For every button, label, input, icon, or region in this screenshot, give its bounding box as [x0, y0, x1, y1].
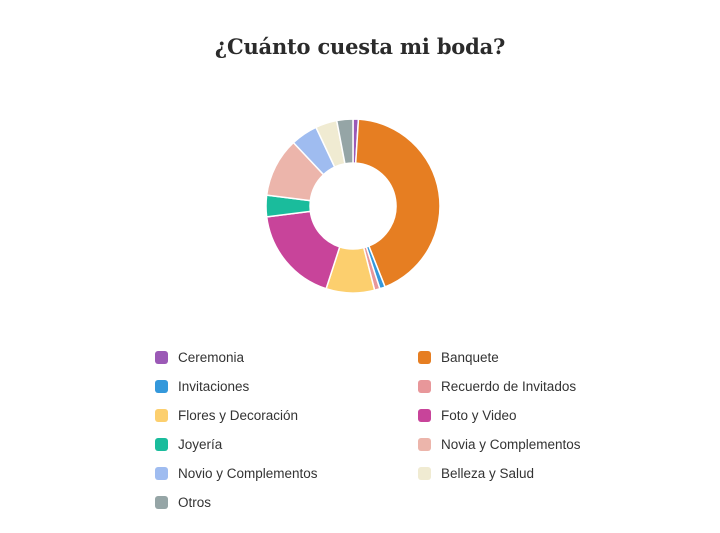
legend-label: Joyería [178, 436, 223, 452]
legend-item-recuerdo[interactable]: Recuerdo de Invitados [418, 376, 576, 396]
legend-swatch [418, 466, 431, 480]
legend-item-novia[interactable]: Novia y Complementos [418, 434, 581, 454]
legend-item-otros[interactable]: Otros [155, 492, 211, 512]
legend-label: Banquete [441, 349, 499, 365]
legend-swatch [418, 437, 431, 451]
legend-item-novio[interactable]: Novio y Complementos [155, 463, 318, 483]
legend-swatch [155, 379, 168, 393]
legend-label: Otros [178, 494, 212, 510]
legend-label: Foto y Video [441, 407, 517, 423]
legend-item-ceremonia[interactable]: Ceremonia [155, 347, 244, 367]
legend-item-invitaciones[interactable]: Invitaciones [155, 376, 249, 396]
legend-label: Recuerdo de Invitados [441, 378, 577, 394]
legend-label: Belleza y Salud [441, 465, 535, 481]
donut-segment-otros[interactable] [335, 118, 354, 165]
legend-item-foto-video[interactable]: Foto y Video [418, 405, 517, 425]
legend-swatch [155, 466, 168, 480]
donut-segment-banquete[interactable] [354, 118, 441, 288]
legend-label: Ceremonia [178, 349, 245, 365]
legend-swatch [155, 408, 168, 422]
legend-label: Novio y Complementos [178, 465, 318, 481]
legend-swatch [155, 437, 168, 451]
legend-label: Novia y Complementos [441, 436, 581, 452]
legend-label: Flores y Decoración [178, 407, 299, 423]
legend-item-flores[interactable]: Flores y Decoración [155, 405, 298, 425]
legend-swatch [155, 495, 168, 509]
legend-item-banquete[interactable]: Banquete [418, 347, 499, 367]
legend-item-joyeria[interactable]: Joyería [155, 434, 222, 454]
legend-swatch [155, 350, 168, 364]
legend-swatch [418, 379, 431, 393]
legend-label: Invitaciones [178, 378, 250, 394]
legend-swatch [418, 350, 431, 364]
legend-item-belleza[interactable]: Belleza y Salud [418, 463, 534, 483]
chart-title: ¿Cuánto cuesta mi boda? [214, 34, 506, 59]
legend-swatch [418, 408, 431, 422]
